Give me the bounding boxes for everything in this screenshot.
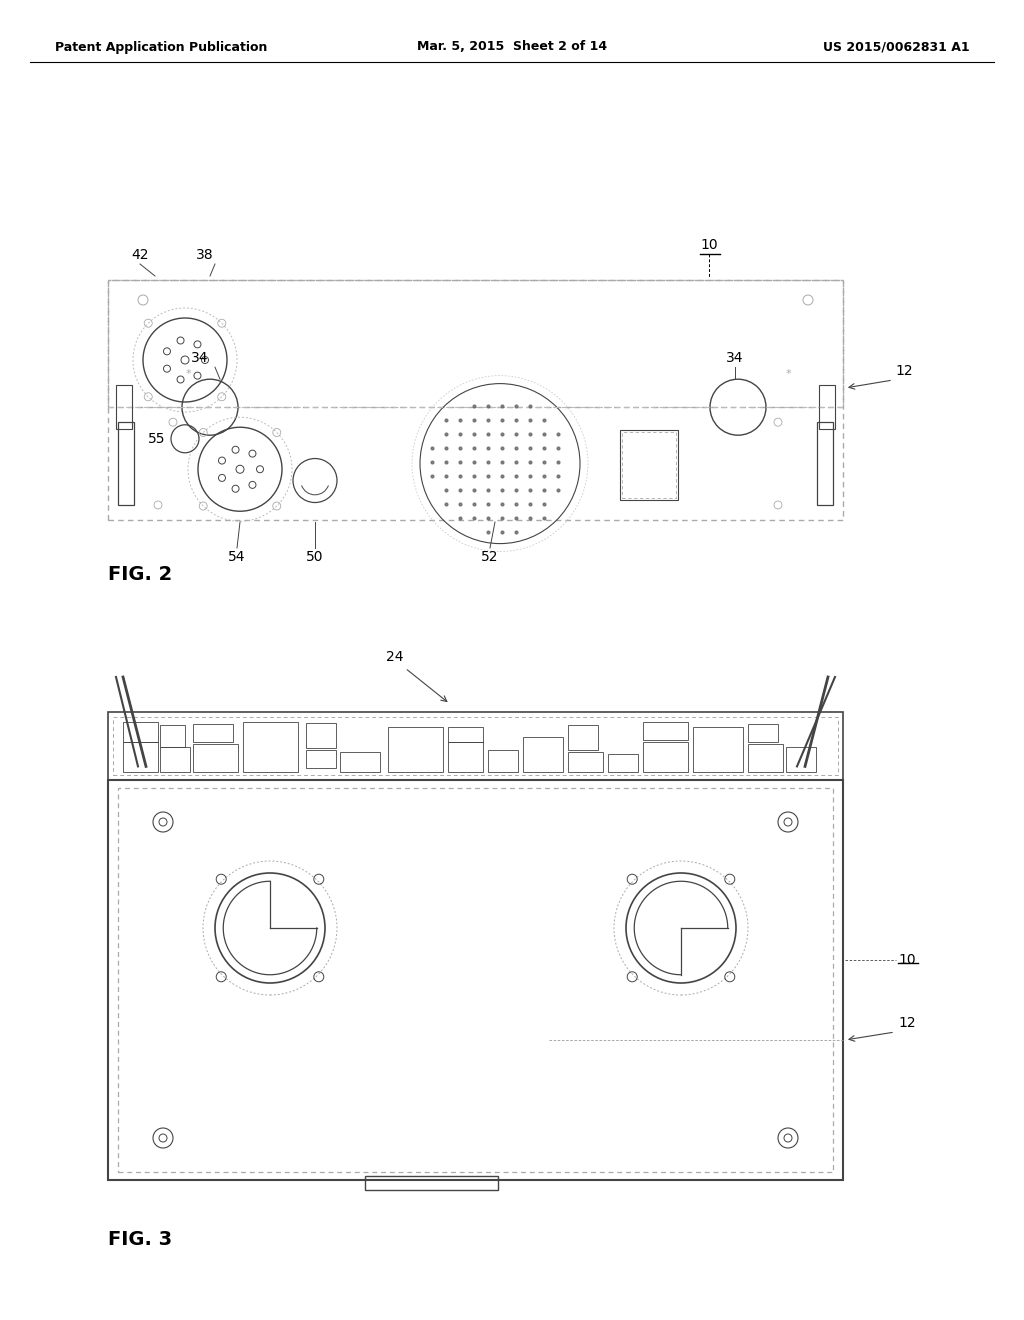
Bar [568, 725, 598, 750]
Text: 10: 10 [700, 238, 718, 252]
Text: 42: 42 [131, 248, 148, 261]
Text: 34: 34 [726, 351, 743, 366]
Bar [488, 750, 518, 772]
Bar [123, 722, 158, 742]
Text: *: * [785, 370, 791, 379]
Bar [819, 385, 835, 429]
Text: 34: 34 [191, 351, 209, 366]
Bar [622, 432, 676, 498]
Bar [643, 742, 688, 772]
Bar [160, 747, 190, 772]
Bar [123, 742, 158, 772]
Bar [388, 727, 443, 772]
Bar [118, 788, 833, 1172]
Bar [193, 744, 238, 772]
Text: 54: 54 [228, 550, 246, 564]
Text: 12: 12 [895, 364, 912, 378]
Text: FIG. 3: FIG. 3 [108, 1230, 172, 1249]
Text: Mar. 5, 2015  Sheet 2 of 14: Mar. 5, 2015 Sheet 2 of 14 [417, 41, 607, 54]
Text: 24: 24 [386, 649, 403, 664]
Text: Patent Application Publication: Patent Application Publication [55, 41, 267, 54]
Bar [568, 752, 603, 772]
Text: 10: 10 [898, 953, 915, 968]
Bar [643, 722, 688, 741]
Bar [113, 717, 838, 775]
Bar [748, 723, 778, 742]
Bar [108, 780, 843, 1180]
Bar [108, 711, 843, 780]
Bar [449, 727, 483, 742]
Text: 55: 55 [147, 432, 165, 446]
Bar [786, 747, 816, 772]
Bar [306, 750, 336, 768]
Text: 12: 12 [898, 1016, 915, 1030]
Bar [449, 742, 483, 772]
Text: *: * [185, 370, 190, 379]
Bar [243, 722, 298, 772]
Bar [116, 385, 132, 429]
Text: 52: 52 [481, 550, 499, 564]
Bar [193, 723, 233, 742]
Bar [620, 430, 678, 500]
Bar [608, 754, 638, 772]
Bar [160, 725, 185, 747]
Bar [817, 422, 833, 506]
Text: US 2015/0062831 A1: US 2015/0062831 A1 [823, 41, 970, 54]
Bar [523, 737, 563, 772]
Text: 38: 38 [197, 248, 214, 261]
Text: FIG. 2: FIG. 2 [108, 565, 172, 583]
Bar [118, 422, 134, 506]
Bar [306, 723, 336, 748]
Bar [693, 727, 743, 772]
Bar [108, 280, 843, 520]
Bar [108, 280, 843, 407]
Bar [748, 744, 783, 772]
Bar [340, 752, 380, 772]
Text: 50: 50 [306, 550, 324, 564]
Bar [366, 1176, 498, 1191]
